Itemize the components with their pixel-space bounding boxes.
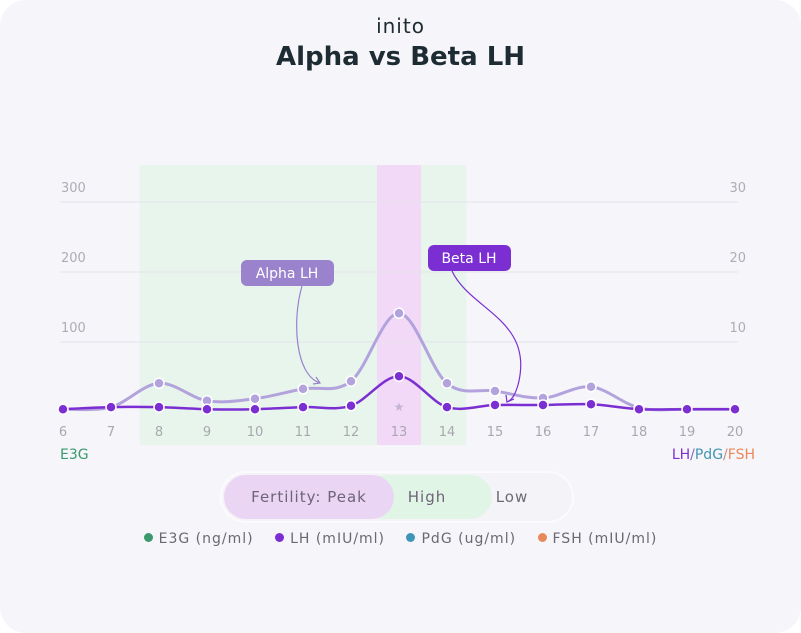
data-point bbox=[585, 398, 597, 411]
lh-dot-icon bbox=[275, 533, 285, 542]
fertility-peak-pill[interactable]: Fertility: Peak bbox=[224, 475, 394, 519]
left-tick-label: 100 bbox=[61, 321, 86, 336]
legend-item-lh: LH (mIU/ml) bbox=[275, 531, 385, 547]
data-point bbox=[57, 403, 69, 415]
right-tick-label: 20 bbox=[729, 251, 746, 266]
alpha-lh-annotation-label: Alpha LH bbox=[256, 266, 319, 282]
legend-label: FSH (mIU/ml) bbox=[552, 531, 658, 547]
legend-label: PdG (ug/ml) bbox=[421, 531, 517, 547]
x-tick-label: 13 bbox=[391, 425, 408, 440]
right-axis-label: LH/PdG/FSH bbox=[672, 447, 755, 463]
fsh-dot-icon bbox=[537, 533, 547, 542]
chart-title: Alpha vs Beta LH bbox=[275, 42, 526, 72]
data-point bbox=[153, 401, 165, 413]
x-tick-label: 16 bbox=[535, 425, 552, 440]
x-tick-label: 10 bbox=[247, 425, 264, 440]
data-point bbox=[633, 403, 645, 415]
arrowhead-icon bbox=[505, 394, 515, 403]
right-tick-label: 30 bbox=[729, 181, 746, 196]
legend-label: E3G (ng/ml) bbox=[158, 531, 254, 547]
data-point bbox=[393, 307, 405, 320]
x-tick-label: 14 bbox=[439, 425, 456, 440]
x-tick-label: 6 bbox=[59, 425, 67, 440]
x-tick-label: 9 bbox=[203, 425, 211, 440]
inito-logo: inito bbox=[376, 14, 425, 38]
data-point bbox=[489, 399, 501, 411]
left-axis-label: E3G bbox=[60, 447, 89, 463]
data-point bbox=[297, 401, 309, 413]
data-point bbox=[681, 403, 693, 415]
peak-fertility-band bbox=[377, 165, 421, 445]
data-point bbox=[345, 375, 357, 387]
data-point bbox=[297, 383, 309, 395]
x-tick-label: 18 bbox=[631, 425, 648, 440]
data-point bbox=[585, 381, 597, 393]
x-tick-label: 19 bbox=[679, 425, 696, 440]
x-tick-label: 8 bbox=[155, 425, 163, 440]
data-point bbox=[249, 392, 261, 405]
data-point bbox=[345, 399, 357, 412]
legend-item-pdg: PdG (ug/ml) bbox=[406, 531, 516, 547]
e3g-dot-icon bbox=[143, 533, 153, 542]
data-point bbox=[537, 399, 549, 411]
data-point bbox=[249, 403, 261, 415]
beta-lh-annotation-box bbox=[428, 245, 511, 271]
data-point bbox=[441, 377, 453, 390]
pdg-dot-icon bbox=[406, 533, 416, 542]
x-tick-label: 15 bbox=[487, 425, 504, 440]
left-tick-label: 300 bbox=[61, 181, 86, 196]
beta-lh-arrow bbox=[451, 270, 522, 403]
fertility-low-pill[interactable]: Low bbox=[495, 488, 529, 506]
data-point bbox=[201, 403, 213, 415]
right-tick-label: 10 bbox=[729, 321, 746, 336]
peak-star-icon: ★ bbox=[394, 400, 405, 414]
x-tick-label: 7 bbox=[107, 425, 115, 440]
data-point bbox=[441, 401, 453, 413]
legend: E3G (ng/ml) LH (mIU/ml) PdG (ug/ml) FSH … bbox=[0, 531, 801, 547]
data-point bbox=[729, 403, 741, 415]
data-point bbox=[393, 370, 405, 383]
data-point bbox=[489, 385, 501, 397]
legend-label: LH (mIU/ml) bbox=[290, 531, 386, 547]
left-tick-label: 200 bbox=[61, 251, 86, 266]
alpha-lh-annotation-box bbox=[241, 260, 334, 286]
x-tick-label: 12 bbox=[343, 425, 360, 440]
arrowhead-icon bbox=[312, 376, 322, 385]
beta-lh-annotation-label: Beta LH bbox=[441, 251, 496, 267]
fertility-toggle: Low High Fertility: Peak bbox=[222, 473, 572, 521]
x-tick-label: 17 bbox=[583, 425, 600, 440]
data-point bbox=[105, 401, 117, 413]
x-tick-label: 20 bbox=[727, 425, 744, 440]
x-tick-label: 11 bbox=[295, 425, 312, 440]
legend-item-fsh: FSH (mIU/ml) bbox=[537, 531, 658, 547]
data-point bbox=[153, 377, 165, 390]
legend-item-e3g: E3G (ng/ml) bbox=[143, 531, 254, 547]
alpha-lh-arrow bbox=[296, 285, 321, 384]
